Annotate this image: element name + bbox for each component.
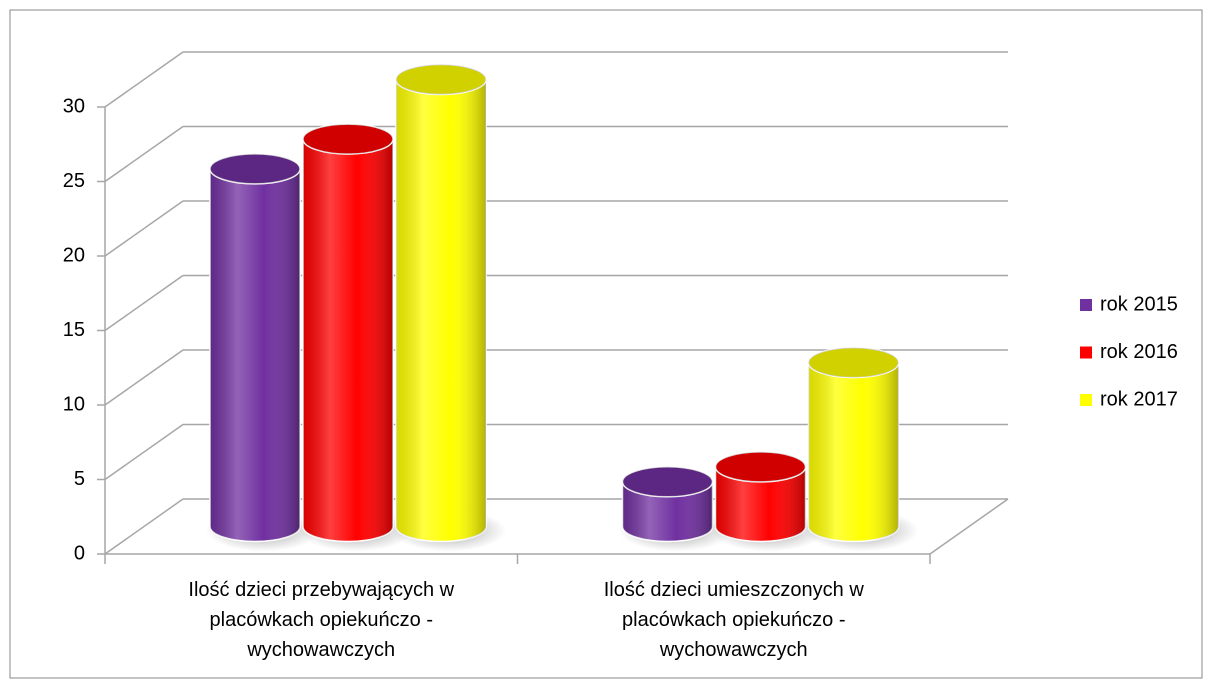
bar-shade bbox=[396, 79, 486, 542]
legend-swatch bbox=[1080, 299, 1092, 311]
legend-label: rok 2017 bbox=[1100, 388, 1178, 410]
legend-swatch bbox=[1080, 346, 1092, 359]
bar bbox=[395, 63, 487, 543]
grid-line bbox=[104, 200, 184, 257]
legend-label: rok 2016 bbox=[1100, 341, 1178, 363]
legend-label: rok 2015 bbox=[1100, 293, 1178, 315]
y-tick-label: 0 bbox=[74, 542, 85, 564]
y-tick-label: 5 bbox=[74, 468, 85, 490]
bar-shade bbox=[210, 168, 300, 542]
y-tick-label: 20 bbox=[63, 244, 85, 266]
bar-shade bbox=[303, 139, 393, 542]
frame bbox=[9, 9, 1203, 679]
bar-top-shade bbox=[622, 466, 713, 497]
bar-top-shade bbox=[210, 153, 300, 184]
y-tick-label: 30 bbox=[63, 95, 85, 117]
y-tick-label: 25 bbox=[63, 170, 85, 192]
bar-top bbox=[714, 451, 807, 483]
bar-top bbox=[395, 63, 487, 96]
bar bbox=[302, 123, 394, 543]
bar-top-shade bbox=[715, 451, 806, 482]
bar bbox=[621, 466, 714, 543]
bar-top-shade bbox=[396, 64, 486, 95]
x-tick-label: Ilość dzieci przebywających w placówkach… bbox=[188, 579, 455, 661]
bar-top bbox=[302, 123, 394, 155]
grid-line bbox=[104, 274, 184, 332]
x-tick-label: Ilość dzieci umieszczonych w placówkach … bbox=[603, 579, 864, 661]
bar bbox=[807, 346, 900, 543]
grid-line bbox=[104, 498, 184, 555]
bar bbox=[209, 153, 301, 543]
legend-swatch bbox=[1080, 394, 1092, 406]
grid-line bbox=[104, 423, 184, 481]
bar-top-shade bbox=[303, 124, 393, 155]
grid-line bbox=[104, 51, 184, 108]
grid-line bbox=[104, 125, 184, 183]
bar bbox=[714, 451, 807, 543]
bar-shade bbox=[808, 362, 899, 542]
bar-top-shade bbox=[808, 347, 899, 378]
floor-edge bbox=[929, 498, 1009, 555]
bar-top bbox=[209, 153, 301, 185]
y-tick-label: 15 bbox=[63, 319, 85, 341]
grid-line bbox=[104, 349, 184, 406]
bar-top bbox=[807, 346, 900, 379]
bar-shade bbox=[622, 481, 713, 542]
bar-top bbox=[621, 466, 714, 498]
y-tick-label: 10 bbox=[63, 393, 85, 415]
bar-shade bbox=[715, 466, 806, 542]
